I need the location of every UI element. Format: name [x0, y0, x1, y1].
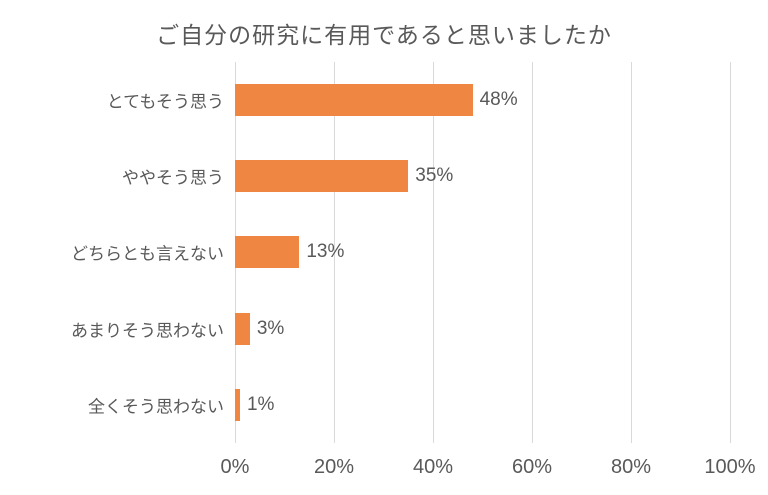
bar — [235, 388, 240, 421]
x-tick-label: 80% — [610, 456, 652, 478]
x-tick-label: 100% — [704, 456, 756, 478]
category-label: あまりそう思わない — [71, 321, 224, 341]
gridline — [730, 62, 731, 443]
gridline — [631, 62, 632, 443]
category-label: とてもそう思う — [106, 92, 224, 112]
bar-row: ややそう思う 35% — [0, 138, 768, 214]
category-label: ややそう思う — [122, 168, 224, 188]
chart-title: ご自分の研究に有用であると思いましたか — [156, 22, 612, 48]
category-label: どちらとも言えない — [71, 244, 224, 264]
gridline — [334, 62, 335, 443]
value-label: 35% — [415, 165, 454, 187]
bar — [235, 84, 473, 117]
value-label: 1% — [246, 393, 275, 415]
gridline — [532, 62, 533, 443]
bar — [235, 312, 250, 345]
value-label: 3% — [256, 317, 285, 339]
x-tick-label: 0% — [220, 456, 250, 478]
category-label: 全くそう思わない — [88, 397, 224, 417]
bar — [235, 160, 409, 193]
gridline — [433, 62, 434, 443]
bar-row: とてもそう思う 48% — [0, 62, 768, 138]
x-tick-label: 20% — [313, 456, 355, 478]
x-tick-label: 40% — [412, 456, 454, 478]
bar-row: あまりそう思わない 3% — [0, 291, 768, 367]
bar — [235, 236, 300, 269]
bar-row: どちらとも言えない 13% — [0, 214, 768, 290]
bar-row: 全くそう思わない 1% — [0, 367, 768, 443]
value-label: 48% — [479, 89, 518, 111]
value-label: 13% — [306, 241, 345, 263]
x-tick-label: 60% — [511, 456, 553, 478]
